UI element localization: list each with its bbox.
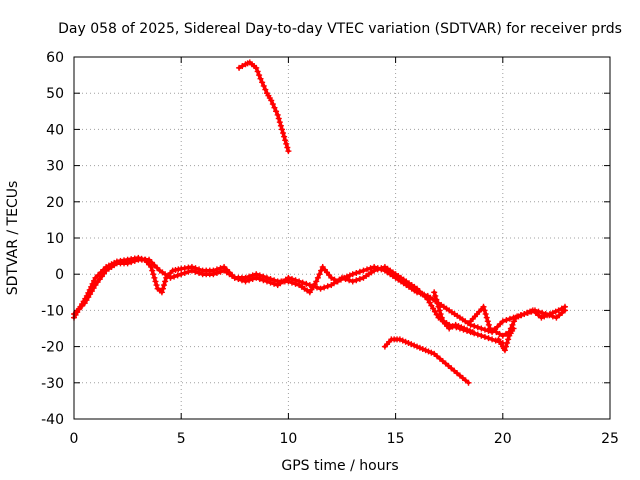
- x-tick-label: 5: [177, 431, 186, 447]
- y-tick-label: 40: [46, 122, 64, 138]
- y-tick-label: -20: [41, 340, 64, 356]
- y-tick-label: 20: [46, 195, 64, 211]
- series-track-dip: [431, 289, 476, 336]
- series-track-late: [467, 303, 568, 339]
- grid: [74, 57, 610, 419]
- y-tick-label: 10: [46, 231, 64, 247]
- x-axis-label: GPS time / hours: [281, 458, 398, 474]
- y-axis-label: SDTVAR / TECUs: [5, 181, 21, 296]
- chart-title: Day 058 of 2025, Sidereal Day-to-day VTE…: [58, 21, 622, 37]
- y-tick-label: -10: [41, 303, 64, 319]
- y-tick-label: 30: [46, 159, 64, 175]
- y-tick-label: 0: [55, 267, 64, 283]
- series-track-spur: [495, 325, 517, 354]
- tick-labels: 0 5 10 15 20 25 -40 -30 -20 -10 0 10 20 30 40 50 60: [41, 50, 619, 447]
- x-tick-label: 20: [494, 431, 512, 447]
- series-track-low: [381, 336, 472, 386]
- data-layer: [71, 59, 568, 386]
- y-tick-label: -40: [41, 412, 64, 428]
- plot-frame: [73, 56, 611, 420]
- y-tick-label: 60: [46, 50, 64, 66]
- y-tick-label: -30: [41, 376, 64, 392]
- x-tick-label: 25: [601, 431, 619, 447]
- series-track-high: [236, 59, 292, 155]
- y-tick-label: 50: [46, 86, 64, 102]
- series-track-main: [71, 254, 568, 336]
- x-tick-label: 0: [70, 431, 79, 447]
- x-tick-label: 15: [387, 431, 405, 447]
- x-tick-label: 10: [279, 431, 297, 447]
